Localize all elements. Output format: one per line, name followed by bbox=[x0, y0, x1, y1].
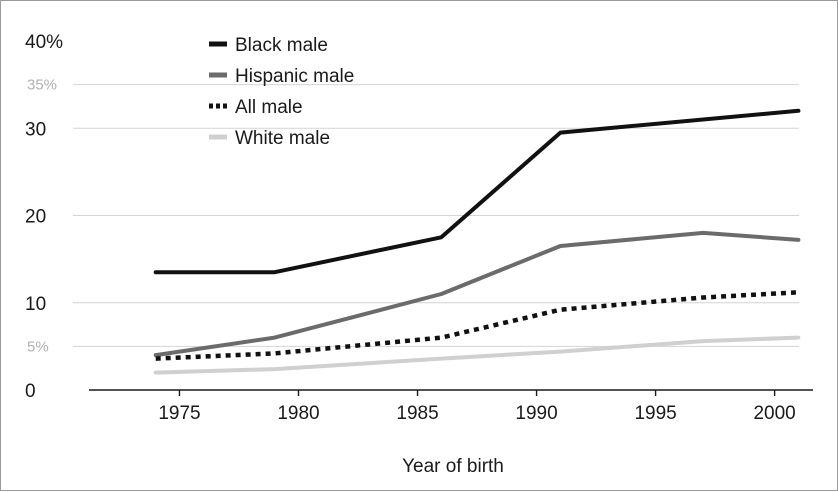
x-tick-label-1975: 1975 bbox=[158, 403, 200, 424]
x-tick-label-1985: 1985 bbox=[396, 403, 438, 424]
series-line-white-male bbox=[153, 335, 801, 375]
series-lines bbox=[153, 108, 801, 375]
y-tick-label-35: 35% bbox=[27, 77, 57, 94]
x-axis-label: Year of birth bbox=[402, 456, 504, 477]
legend-label-hispanic-male: Hispanic male bbox=[235, 66, 354, 87]
y-tick-label-40: 40% bbox=[25, 32, 63, 53]
x-axis-ticks: 1975 1980 1985 1990 1995 2000 bbox=[158, 390, 796, 424]
y-tick-label-20: 20 bbox=[25, 207, 46, 228]
y-tick-label-30: 30 bbox=[25, 119, 46, 140]
legend: Black male Hispanic male All male White mal… bbox=[209, 35, 354, 149]
series-line-all-male bbox=[155, 290, 799, 361]
legend-label-white-male: White male bbox=[235, 128, 330, 149]
y-tick-label-5: 5% bbox=[27, 338, 49, 355]
x-tick-label-2000: 2000 bbox=[753, 403, 795, 424]
x-tick-label-1995: 1995 bbox=[634, 403, 676, 424]
series-line-hispanic-male bbox=[153, 230, 801, 358]
series-line-black-male bbox=[153, 108, 801, 275]
y-axis-ticks: 0 5% 10 20 30 35% 40% bbox=[25, 32, 63, 402]
y-tick-label-10: 10 bbox=[25, 294, 46, 315]
legend-label-all-male: All male bbox=[235, 97, 303, 118]
x-tick-label-1990: 1990 bbox=[515, 403, 557, 424]
legend-label-black-male: Black male bbox=[235, 35, 328, 56]
x-tick-label-1980: 1980 bbox=[277, 403, 319, 424]
gridlines bbox=[73, 84, 799, 347]
y-tick-label-0: 0 bbox=[25, 381, 36, 402]
